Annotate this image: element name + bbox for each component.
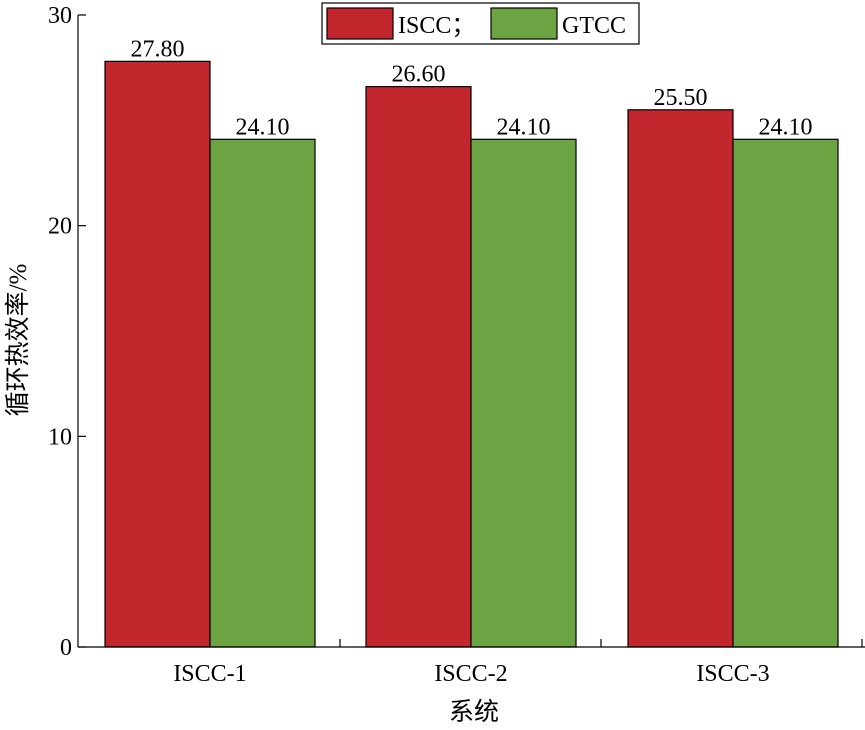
bar-iscc-iscc-1 [104,60,211,648]
bars-layer [104,60,839,648]
bar-iscc-iscc-2 [365,86,472,648]
legend-swatch-gtcc [490,7,558,40]
y-tick-label-0: 0 [60,635,72,661]
y-tick-label-20: 20 [48,214,72,240]
data-label-iscc-iscc-2: 26.60 [392,62,446,88]
bar-gtcc-iscc-2 [470,138,577,648]
legend-label-gtcc: GTCC [562,13,626,39]
x-tick-label-iscc-1: ISCC-1 [173,661,246,687]
legend-label-iscc: ISCC； [398,13,475,39]
data-label-gtcc-iscc-1: 24.10 [236,114,290,140]
y-tick-label-10: 10 [48,424,72,450]
axes-layer [77,14,865,648]
data-label-iscc-iscc-3: 25.50 [654,85,708,111]
x-axis-title: 系统 [449,698,499,725]
labels-layer: 27.80 24.10 ISCC-1 26.60 24.10 ISCC-2 25.50 24.… [48,3,813,687]
legend-swatch-iscc [326,7,394,40]
x-tick-label-iscc-2: ISCC-2 [434,661,507,687]
legend: ISCC； GTCC [321,2,640,45]
data-label-gtcc-iscc-2: 24.10 [497,114,551,140]
data-label-gtcc-iscc-3: 24.10 [759,114,813,140]
y-tick-label-30: 30 [48,3,72,29]
bar-gtcc-iscc-1 [209,138,316,648]
bar-gtcc-iscc-3 [732,138,839,648]
bar-iscc-iscc-3 [627,109,734,648]
data-label-iscc-iscc-1: 27.80 [131,36,185,62]
y-axis-title: 循环热效率/% [4,264,32,417]
x-tick-label-iscc-3: ISCC-3 [696,661,769,687]
